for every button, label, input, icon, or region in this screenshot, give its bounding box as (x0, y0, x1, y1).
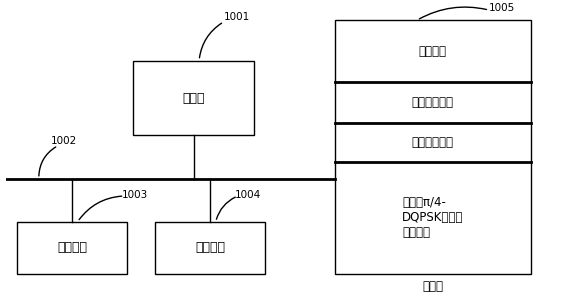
Text: 存储器: 存储器 (422, 280, 443, 293)
Text: 处理器: 处理器 (182, 91, 205, 105)
Text: 操作系统: 操作系统 (418, 45, 447, 58)
Bar (155, 222, 266, 274)
Text: 用户接口模块: 用户接口模块 (412, 136, 453, 149)
Text: 1005: 1005 (489, 3, 515, 13)
Text: 1004: 1004 (235, 190, 261, 200)
Bar (133, 61, 254, 136)
Bar (17, 222, 127, 274)
Text: 网络接口: 网络接口 (195, 241, 225, 254)
Text: 用户接口: 用户接口 (57, 241, 87, 254)
Text: 1002: 1002 (51, 136, 77, 146)
Text: 适用于π/4-
DQPSK的相干
解调程序: 适用于π/4- DQPSK的相干 解调程序 (402, 196, 463, 240)
Text: 1003: 1003 (122, 190, 148, 200)
Bar (334, 20, 531, 274)
Text: 1001: 1001 (224, 12, 250, 22)
Text: 网络通信模块: 网络通信模块 (412, 96, 453, 109)
